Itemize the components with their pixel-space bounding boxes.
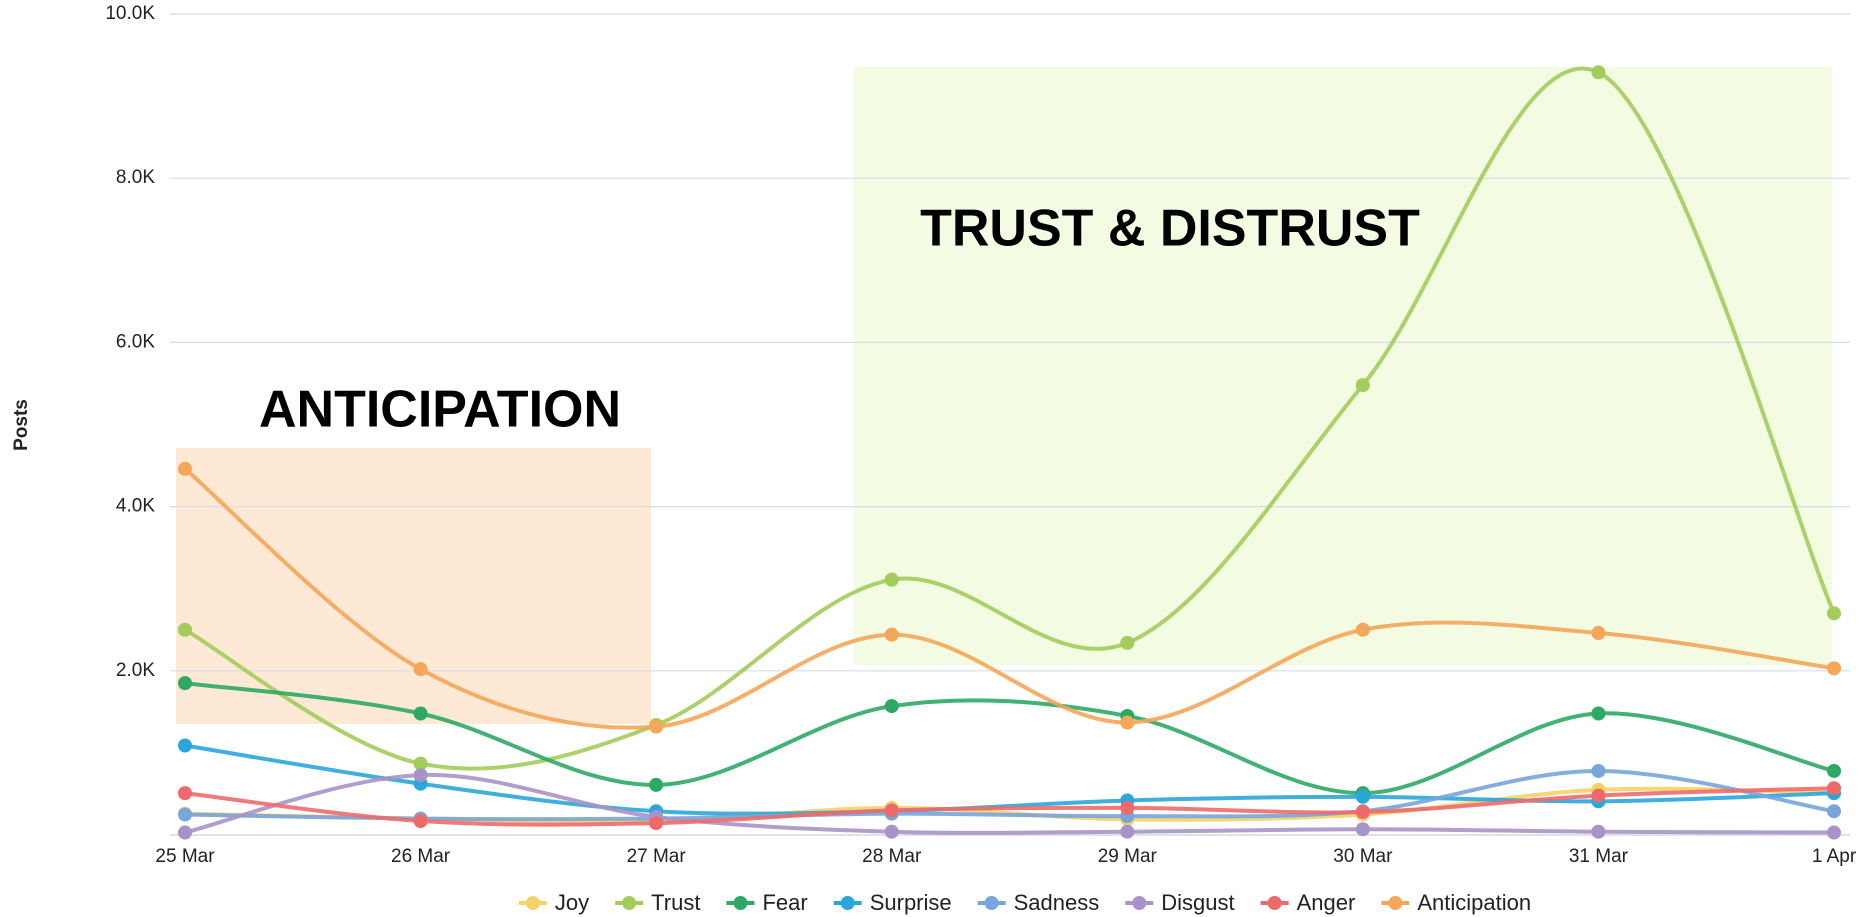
y-tick-label: 10.0K xyxy=(105,3,155,24)
data-point xyxy=(1591,763,1606,778)
data-point xyxy=(1355,622,1370,637)
legend-label: Sadness xyxy=(1014,890,1100,915)
data-point xyxy=(413,756,428,771)
y-axis-label: Posts xyxy=(11,399,32,451)
data-point xyxy=(649,719,664,734)
legend-label: Anticipation xyxy=(1417,890,1531,915)
data-point xyxy=(1591,824,1606,839)
data-point xyxy=(884,627,899,642)
data-point xyxy=(178,738,192,753)
data-point xyxy=(649,777,664,792)
data-point xyxy=(1591,65,1606,80)
data-point xyxy=(1120,824,1135,839)
legend-label: Disgust xyxy=(1161,890,1234,915)
legend-symbol xyxy=(525,896,540,910)
legend-label: Joy xyxy=(555,890,589,915)
data-point xyxy=(413,768,428,783)
data-point xyxy=(1827,781,1841,796)
series-line xyxy=(184,743,1835,816)
legend-label: Trust xyxy=(651,890,700,915)
data-point xyxy=(413,706,428,721)
x-tick-label: 31 Mar xyxy=(1569,846,1629,867)
x-tick-label: 29 Mar xyxy=(1098,846,1158,867)
legend-item: Joy xyxy=(518,890,589,915)
data-point xyxy=(1591,788,1606,803)
legend-label: Surprise xyxy=(870,890,952,915)
data-point xyxy=(413,662,428,677)
data-point xyxy=(1355,822,1370,837)
annotation: ANTICIPATION xyxy=(259,381,621,439)
x-tick-label: 26 Mar xyxy=(391,846,451,867)
data-point xyxy=(1120,635,1135,650)
legend-symbol xyxy=(840,896,855,910)
legend-item: Anger xyxy=(1260,890,1356,915)
data-point xyxy=(1827,606,1841,621)
legend-item: Surprise xyxy=(833,890,952,915)
data-point xyxy=(178,676,192,691)
y-tick-label: 6.0K xyxy=(116,331,155,352)
data-point xyxy=(413,814,428,829)
series-line xyxy=(184,773,1835,835)
data-point xyxy=(1827,661,1841,676)
data-point xyxy=(1120,715,1135,730)
x-tick-label: 1 Apr xyxy=(1812,846,1857,867)
anticipation-highlight xyxy=(176,448,651,724)
series-line xyxy=(183,467,1835,730)
legend-symbol xyxy=(622,896,637,910)
data-point xyxy=(1591,626,1606,641)
legend-item: Sadness xyxy=(977,890,1100,915)
series-line xyxy=(184,768,1835,822)
data-point xyxy=(884,824,899,839)
data-point xyxy=(1827,763,1841,778)
x-tick-label: 28 Mar xyxy=(862,846,922,867)
data-point xyxy=(1120,800,1135,815)
legend-item: Anticipation xyxy=(1381,890,1531,915)
data-point xyxy=(178,622,192,637)
series-line xyxy=(184,66,1836,771)
series-line xyxy=(184,681,1835,796)
data-point xyxy=(178,807,192,822)
legend-item: Disgust xyxy=(1125,890,1235,915)
legend-item: Trust xyxy=(615,890,700,915)
data-point xyxy=(1355,378,1370,393)
data-point xyxy=(884,803,899,818)
legend-symbol xyxy=(1388,896,1403,910)
legend-symbol xyxy=(1132,896,1147,910)
data-point xyxy=(178,786,192,801)
annotation: TRUST & DISTRUST xyxy=(920,200,1420,258)
data-point xyxy=(884,572,899,587)
data-point xyxy=(649,816,664,831)
y-tick-label: 4.0K xyxy=(116,496,155,517)
legend-label: Anger xyxy=(1297,890,1356,915)
x-tick-label: 30 Mar xyxy=(1333,846,1393,867)
legend-label: Fear xyxy=(762,890,807,915)
legend-symbol xyxy=(733,896,748,910)
legend-item: Fear xyxy=(726,890,808,915)
x-tick-label: 25 Mar xyxy=(155,846,215,867)
y-tick-label: 2.0K xyxy=(116,660,155,681)
legend-symbol xyxy=(1267,896,1282,910)
data-point xyxy=(884,699,899,714)
data-point xyxy=(178,825,192,840)
x-tick-label: 27 Mar xyxy=(627,846,687,867)
data-point xyxy=(1355,805,1370,820)
data-point xyxy=(178,461,192,476)
data-point xyxy=(1827,804,1841,819)
series-line xyxy=(184,786,1835,827)
data-point xyxy=(1827,825,1841,840)
y-tick-label: 8.0K xyxy=(116,167,155,188)
legend-symbol xyxy=(984,896,999,910)
trust-highlight xyxy=(854,67,1832,665)
data-point xyxy=(1355,789,1370,804)
data-point xyxy=(1591,706,1606,721)
